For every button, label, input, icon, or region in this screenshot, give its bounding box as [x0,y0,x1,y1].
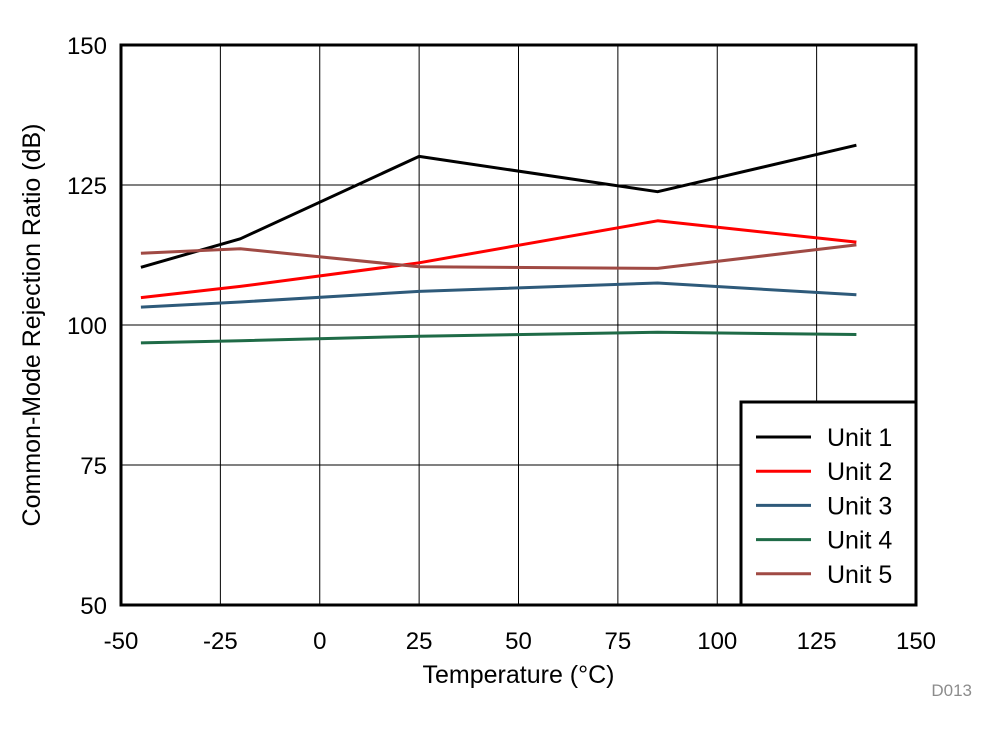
x-tick-label: -25 [203,628,238,655]
x-tick-label: 125 [797,628,837,655]
y-tick-label: 75 [80,453,107,480]
series-line-unit-3 [140,281,857,309]
x-tick-label: 150 [896,628,936,655]
x-tick-label: 25 [406,628,433,655]
x-tick-label: 0 [313,628,326,655]
series-line-unit-2 [140,219,857,300]
y-axis-title: Common-Mode Rejection Ratio (dB) [18,124,46,527]
x-tick-label: 50 [505,628,532,655]
series-line-unit-4 [140,330,857,345]
axis-tick-labels: -50 -25 0 25 50 75 100 125 150 50 75 100 125 150 [67,33,936,655]
legend-label-unit-5: Unit 5 [827,561,892,589]
x-tick-label: -50 [104,628,139,655]
legend-label-unit-3: Unit 3 [827,492,892,520]
x-axis-title: Temperature (°C) [423,661,615,689]
plot-area-frame [119,43,918,607]
series-line-unit-1 [140,143,857,269]
series-line-unit-5 [140,243,857,270]
y-tick-label: 50 [80,593,107,620]
x-tick-label: 100 [697,628,737,655]
legend-label-unit-1: Unit 1 [827,424,892,452]
grid-lines [121,45,916,605]
x-tick-label: 75 [605,628,632,655]
legend-label-unit-2: Unit 2 [827,458,892,486]
figure-id-label: D013 [931,681,972,700]
legend-label-unit-4: Unit 4 [827,527,892,555]
y-tick-label: 150 [67,33,107,60]
y-tick-label: 100 [67,313,107,340]
y-tick-label: 125 [67,173,107,200]
legend: Unit 1 Unit 2 Unit 3 Unit 4 Unit 5 [739,400,918,607]
data-series [140,143,857,345]
